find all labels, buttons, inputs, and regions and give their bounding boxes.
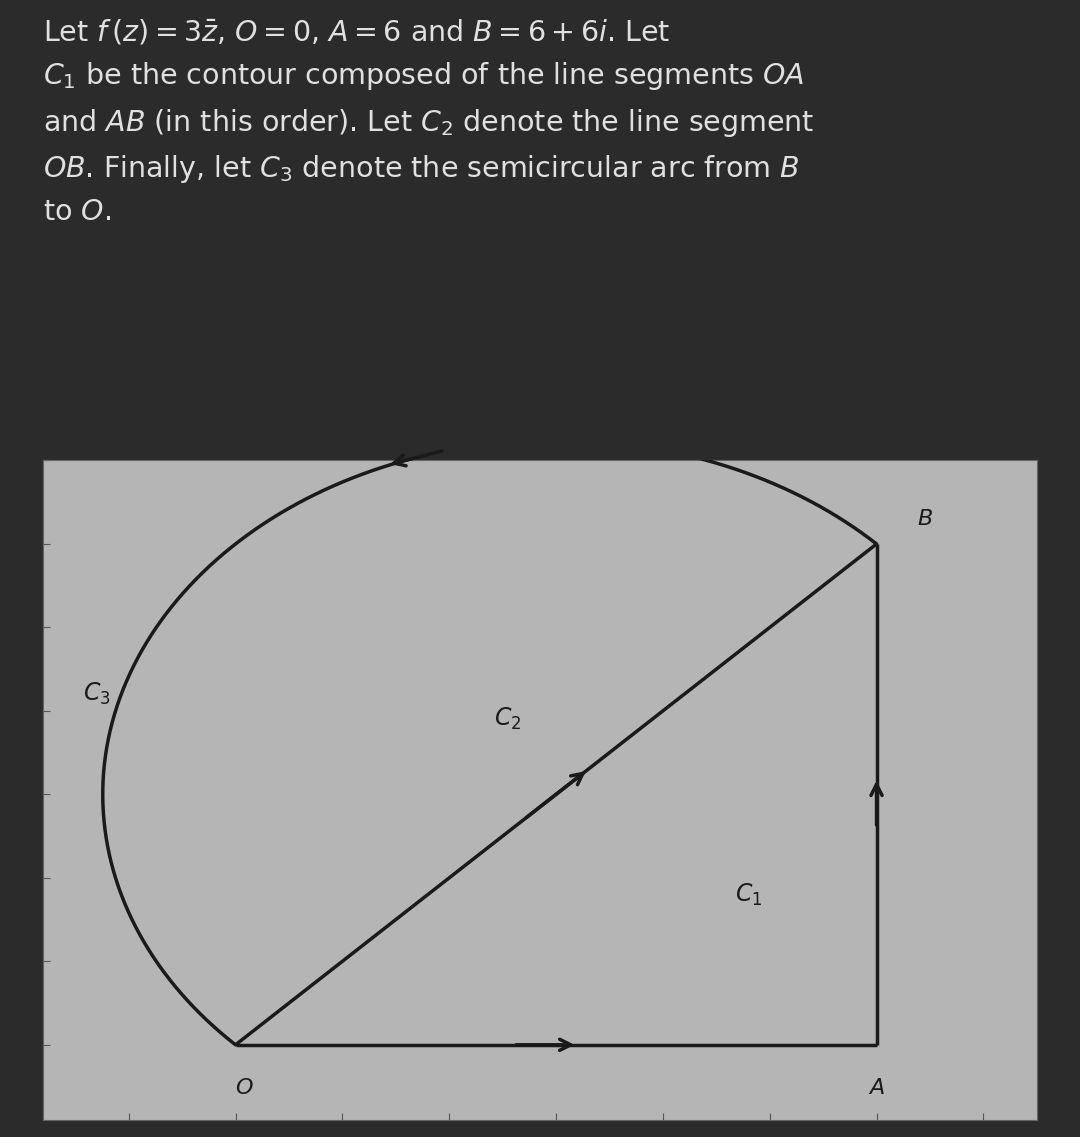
Text: $C_1$: $C_1$: [734, 881, 762, 907]
Text: $C_2$: $C_2$: [495, 706, 522, 732]
Text: $A$: $A$: [868, 1078, 885, 1098]
Text: $C_3$: $C_3$: [83, 681, 110, 707]
Text: Let $f\,(z) = 3\bar{z}$, $O = 0$, $A = 6$ and $B = 6 + 6i$. Let
$C_1$ be the con: Let $f\,(z) = 3\bar{z}$, $O = 0$, $A = 6…: [43, 17, 814, 226]
Text: $B$: $B$: [917, 509, 932, 529]
Text: $O$: $O$: [234, 1078, 254, 1098]
